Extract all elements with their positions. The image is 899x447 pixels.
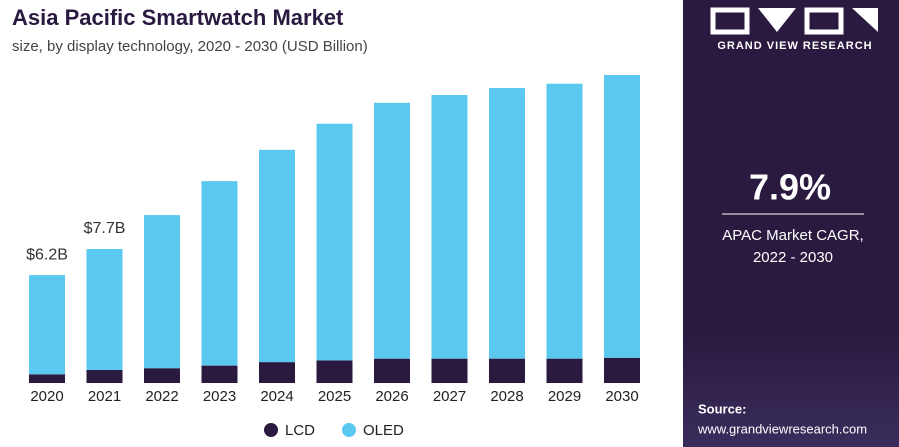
bar-segment xyxy=(316,123,353,361)
bar-segment xyxy=(546,358,583,383)
bar-segment xyxy=(374,102,410,359)
x-tick-label: 2028 xyxy=(490,388,523,405)
total-label: $7.7B xyxy=(84,220,126,237)
sidebar xyxy=(683,0,899,447)
x-tick-label: 2024 xyxy=(260,388,293,405)
bar-segment xyxy=(546,83,583,359)
bar-segment xyxy=(144,368,180,383)
x-tick-label: 2026 xyxy=(375,388,408,405)
x-tick-label: 2030 xyxy=(605,388,638,405)
bar-segment xyxy=(489,88,525,359)
bar-segment xyxy=(374,358,410,383)
x-tick-label: 2023 xyxy=(203,388,236,405)
x-tick-label: 2020 xyxy=(30,388,63,405)
legend-marker xyxy=(264,423,278,437)
x-tick-label: 2027 xyxy=(433,388,466,405)
bar-segment xyxy=(259,149,295,363)
source-label: Source: xyxy=(698,401,746,416)
legend-label: OLED xyxy=(363,422,404,439)
bar-segment xyxy=(86,249,123,370)
bar-segment xyxy=(144,215,180,369)
x-tick-label: 2022 xyxy=(145,388,178,405)
chart-subtitle: size, by display technology, 2020 - 2030… xyxy=(12,38,368,55)
x-tick-label: 2025 xyxy=(318,388,351,405)
x-tick-label: 2021 xyxy=(88,388,121,405)
bar-segment xyxy=(316,360,353,383)
source-url: www.grandviewresearch.com xyxy=(697,421,867,436)
bar-segment xyxy=(259,362,295,383)
cagr-value: 7.9% xyxy=(749,167,831,208)
bar-segment xyxy=(431,358,468,383)
bar-segment xyxy=(201,365,238,383)
total-label: $6.2B xyxy=(26,246,68,263)
legend-marker xyxy=(342,423,356,437)
logo xyxy=(710,7,878,35)
bar-segment xyxy=(86,369,123,383)
bar-segment xyxy=(29,374,65,383)
bar-segment xyxy=(604,75,640,358)
brand: GRAND VIEW RESEARCH xyxy=(717,40,872,52)
bar-segment xyxy=(489,358,525,383)
bar-segment xyxy=(201,181,238,366)
bar-segment xyxy=(604,357,640,383)
x-tick-label: 2029 xyxy=(548,388,581,405)
bar-segment xyxy=(431,95,468,359)
cagr-label: 2022 - 2030 xyxy=(753,249,833,266)
legend-label: LCD xyxy=(285,422,315,439)
cagr-label: APAC Market CAGR, xyxy=(722,227,863,244)
bar-segment xyxy=(29,275,65,375)
chart-title: Asia Pacific Smartwatch Market xyxy=(12,5,344,30)
